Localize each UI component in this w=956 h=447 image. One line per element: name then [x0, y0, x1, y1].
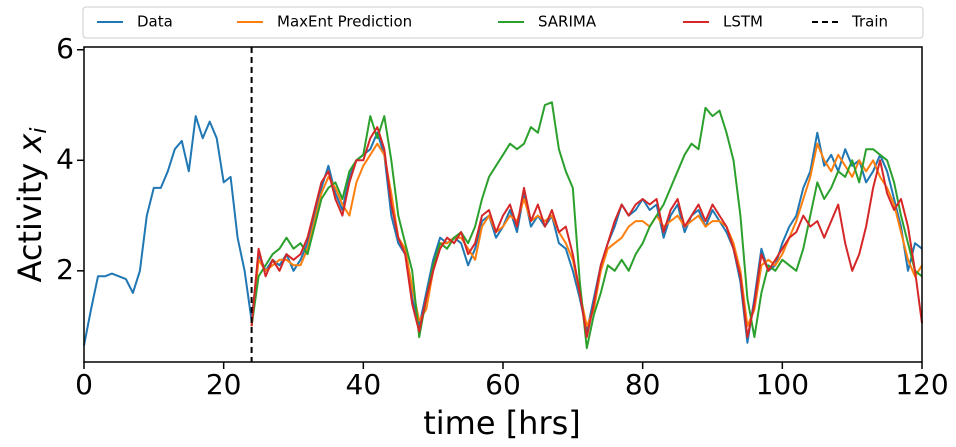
x-tick-label: 100: [756, 368, 809, 401]
y-tick-label: 4: [56, 142, 74, 175]
x-tick-label: 120: [895, 368, 948, 401]
y-axis-label-sub: i: [27, 128, 52, 134]
x-tick-label: 40: [346, 368, 382, 401]
y-axis-label-text: Activity: [11, 163, 49, 283]
legend-label: LSTM: [723, 13, 763, 31]
legend-label: Data: [137, 13, 173, 31]
x-tick-label: 20: [206, 368, 242, 401]
x-tick-label: 80: [625, 368, 661, 401]
plot-frame: [83, 46, 923, 363]
y-axis-label-var: x: [11, 133, 49, 154]
series-line: [250, 126, 923, 339]
x-tick-label: 0: [75, 368, 93, 401]
y-axis-label: Activity xi: [11, 128, 52, 283]
series-line: [250, 142, 923, 328]
legend-label: SARIMA: [538, 13, 597, 31]
y-tick-label: 6: [56, 32, 74, 65]
legend-label: Train: [851, 13, 888, 31]
series-line: [250, 101, 923, 350]
y-tick-label: 2: [56, 253, 74, 286]
x-axis-label: time [hrs]: [423, 404, 581, 442]
legend-label: MaxEnt Prediction: [277, 13, 412, 31]
x-tick-label: 60: [485, 368, 521, 401]
